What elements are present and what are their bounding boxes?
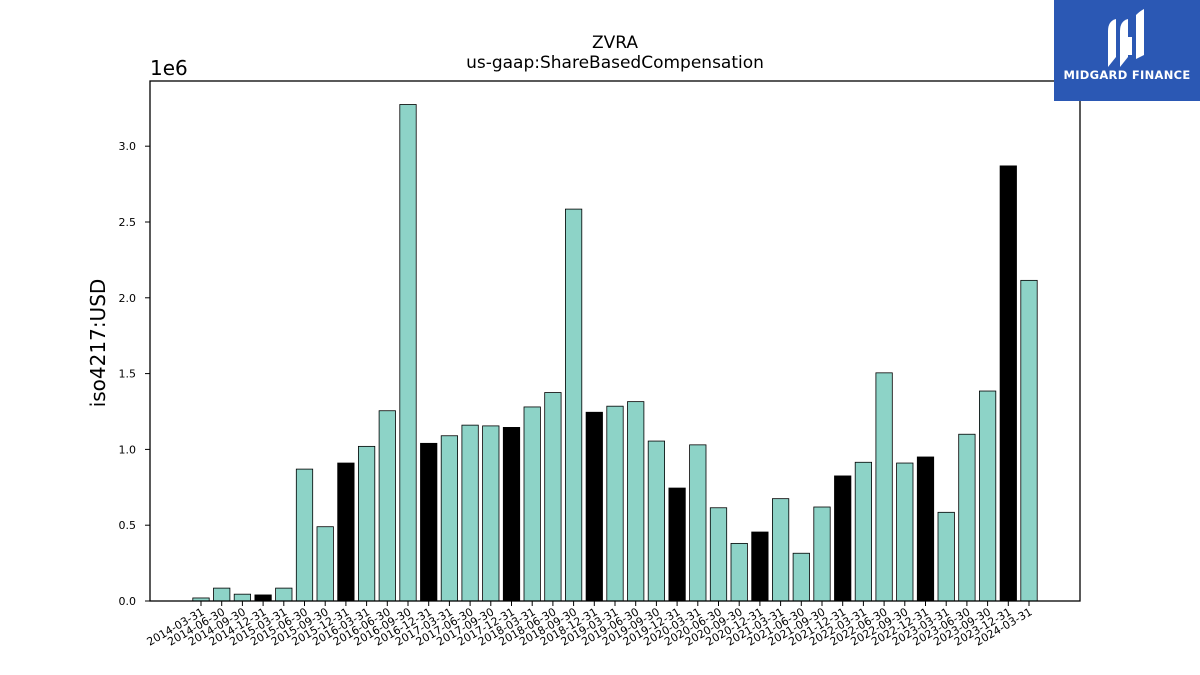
bar: [233, 593, 251, 602]
bar: [565, 208, 583, 602]
bar: [275, 587, 293, 602]
bar: [751, 531, 769, 602]
bar: [937, 511, 955, 602]
chart-subtitle: us-gaap:ShareBasedCompensation: [466, 53, 764, 73]
y-axis-ticks: 0.0 0.5 1.0 1.5 2.0 2.5 3.0: [119, 140, 150, 608]
y-tick-label: 1.5: [119, 368, 137, 381]
bar: [254, 594, 272, 602]
y-tick-label: 2.0: [119, 292, 137, 305]
chart-title: ZVRA: [592, 33, 638, 53]
bar: [1020, 279, 1038, 602]
bar: [544, 392, 562, 602]
bar: [399, 104, 417, 602]
bar: [792, 552, 810, 602]
bar: [854, 461, 873, 602]
bar: [730, 542, 748, 602]
bar: [337, 462, 355, 602]
bar: [772, 498, 790, 602]
bar: [875, 372, 893, 602]
bar: [378, 410, 396, 602]
bar: [316, 526, 334, 602]
bar: [647, 440, 666, 602]
plot-frame: [149, 80, 1081, 602]
x-axis-ticks: 2014-03-312014-06-302014-09-302014-12-31…: [145, 601, 1035, 649]
bar: [979, 390, 997, 602]
y-axis-label: iso4217:USD: [86, 279, 110, 408]
y-tick-label: 3.0: [119, 140, 137, 153]
bar: [420, 442, 438, 602]
bar: [213, 587, 231, 602]
bar: [668, 487, 686, 602]
bar: [627, 401, 645, 602]
y-offset-label: 1e6: [150, 56, 188, 80]
bar: [461, 424, 479, 602]
bar: [896, 462, 914, 602]
bar: [709, 507, 728, 602]
y-tick-label: 0.0: [119, 595, 137, 608]
logo: MIDGARD FINANCE: [1054, 0, 1200, 101]
bar: [523, 406, 541, 602]
bar: [440, 435, 459, 602]
bars: [192, 104, 1038, 602]
bar: [295, 468, 314, 602]
logo-icon: [1108, 9, 1144, 67]
bar: [834, 475, 852, 602]
y-tick-label: 2.5: [119, 216, 137, 229]
bar: [482, 425, 500, 602]
bar: [606, 405, 624, 602]
bar: [689, 444, 707, 602]
bar: [813, 506, 831, 602]
y-tick-label: 0.5: [119, 519, 137, 532]
bar: [502, 427, 521, 602]
bar: [916, 456, 935, 602]
y-tick-label: 1.0: [119, 443, 137, 456]
bar: [585, 411, 603, 602]
logo-text: MIDGARD FINANCE: [1063, 68, 1191, 82]
bar: [958, 433, 976, 602]
bar: [357, 445, 376, 602]
bar: [999, 165, 1017, 602]
